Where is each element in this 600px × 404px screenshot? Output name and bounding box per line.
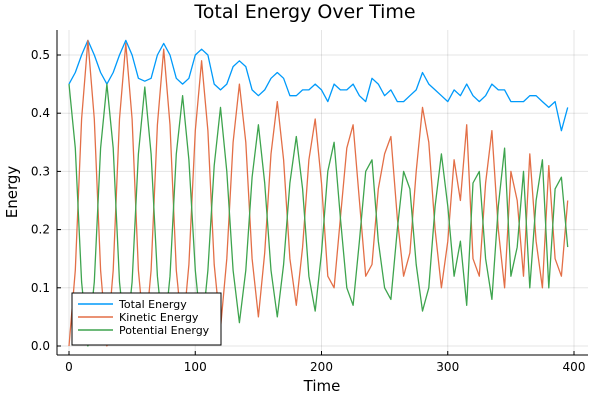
y-tick-label: 0.0 xyxy=(31,339,50,353)
legend-box xyxy=(71,292,222,346)
y-tick-label: 0.5 xyxy=(31,48,50,62)
legend-label: Kinetic Energy xyxy=(119,311,199,324)
y-tick-label: 0.1 xyxy=(31,281,50,295)
x-tick-label: 200 xyxy=(310,360,333,374)
total-energy-line xyxy=(68,39,569,132)
potential-energy-line xyxy=(68,83,569,347)
x-ticks: 0 100 200 300 400 xyxy=(65,351,585,374)
y-ticks: 0.0 0.1 0.2 0.3 0.4 0.5 xyxy=(31,48,61,353)
y-tick-label: 0.2 xyxy=(31,223,50,237)
x-tick-label: 0 xyxy=(65,360,73,374)
grid xyxy=(57,30,588,355)
y-tick-label: 0.4 xyxy=(31,106,50,120)
legend-label: Potential Energy xyxy=(119,324,210,337)
chart-title: Total Energy Over Time xyxy=(193,1,415,23)
kinetic-energy-line xyxy=(68,39,569,347)
x-tick-label: 400 xyxy=(563,360,586,374)
x-tick-label: 100 xyxy=(184,360,207,374)
x-axis-label: Time xyxy=(303,377,341,395)
x-tick-label: 300 xyxy=(436,360,459,374)
legend-label: Total Energy xyxy=(118,298,187,311)
y-axis-label: Energy xyxy=(3,166,21,219)
y-tick-label: 0.3 xyxy=(31,164,50,178)
series-lines xyxy=(68,39,569,347)
